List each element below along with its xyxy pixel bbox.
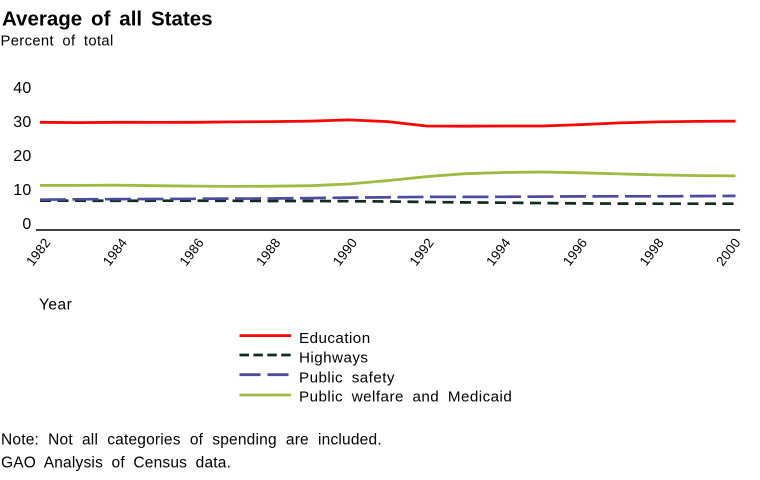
svg-text:30: 30 <box>13 114 31 131</box>
svg-text:0: 0 <box>22 216 31 233</box>
svg-text:40: 40 <box>13 80 31 97</box>
svg-text:GAO Analysis of Census data.: GAO Analysis of Census data. <box>1 455 231 472</box>
svg-text:10: 10 <box>13 182 31 199</box>
svg-text:Public safety: Public safety <box>299 369 395 386</box>
svg-text:Percent of total: Percent of total <box>1 33 114 49</box>
svg-text:Highways: Highways <box>299 350 368 367</box>
svg-text:Average of all States: Average of all States <box>2 8 213 31</box>
svg-text:Year: Year <box>39 297 72 314</box>
svg-text:Education: Education <box>299 330 371 347</box>
svg-text:20: 20 <box>13 148 31 165</box>
svg-text:Note: Not all categories of sp: Note: Not all categories of spending are… <box>1 432 382 449</box>
svg-text:Public welfare and Medicaid: Public welfare and Medicaid <box>299 389 512 406</box>
